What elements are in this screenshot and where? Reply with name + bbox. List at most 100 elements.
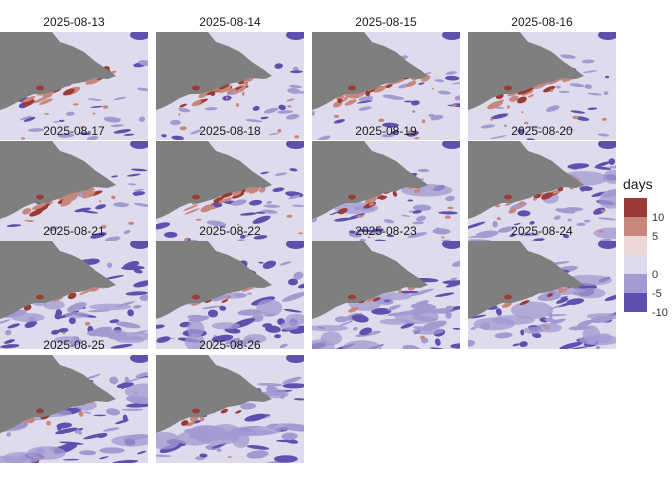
cold-anomaly-patch <box>587 92 602 96</box>
warm-anomaly-patch <box>344 99 357 106</box>
land-mass <box>0 141 116 219</box>
cold-anomaly-patch <box>87 98 102 101</box>
cold-anomaly-patch <box>244 233 252 237</box>
cold-anomaly-patch <box>560 296 568 299</box>
panel-date-label: 2025-08-20 <box>511 124 573 138</box>
cold-anomaly-patch <box>125 402 148 408</box>
cold-anomaly-patch <box>386 234 395 238</box>
warm-anomaly-speck <box>367 236 371 239</box>
warm-anomaly-patch <box>372 297 381 302</box>
cold-anomaly-patch <box>290 70 303 74</box>
cold-anomaly-patch <box>517 232 540 237</box>
warm-anomaly-patch <box>195 100 202 105</box>
cold-anomaly-area <box>412 327 444 335</box>
cold-anomaly-patch <box>245 119 263 123</box>
cold-anomaly-patch <box>199 453 208 458</box>
cold-anomaly-patch <box>546 314 567 317</box>
warm-anomaly-speck <box>294 135 300 139</box>
cold-anomaly-patch <box>123 133 135 136</box>
coastal-warm-spot <box>192 408 200 414</box>
cold-anomaly-patch <box>131 168 148 172</box>
cold-anomaly-patch <box>593 207 606 215</box>
warm-anomaly-patch <box>85 80 93 85</box>
legend-label: 10 <box>652 212 665 224</box>
warm-anomaly-patch <box>527 94 535 98</box>
cold-anomaly-patch <box>110 124 124 128</box>
warm-anomaly-patch <box>414 188 421 194</box>
cold-anomaly-patch <box>120 383 125 390</box>
cold-anomaly-patch <box>211 334 234 343</box>
cold-anomaly-patch <box>171 135 184 140</box>
coastal-warm-spot <box>504 85 512 91</box>
cold-anomaly-area <box>211 322 240 330</box>
warm-anomaly-patch <box>398 289 403 294</box>
cold-anomaly-patch <box>246 445 270 450</box>
cold-anomaly-area <box>111 435 148 447</box>
cold-anomaly-patch <box>312 110 316 116</box>
warm-anomaly-speck <box>333 114 340 118</box>
cold-anomaly-patch <box>603 91 609 95</box>
cold-anomaly-patch <box>110 344 133 349</box>
cold-anomaly-patch <box>47 226 59 232</box>
cold-anomaly-patch <box>260 116 269 120</box>
cold-anomaly-patch <box>258 261 264 264</box>
cold-anomaly-patch <box>125 291 148 296</box>
warm-anomaly-patch <box>218 198 228 204</box>
land-mass <box>312 141 428 219</box>
cold-anomaly-patch <box>3 339 15 344</box>
anomaly-map <box>312 141 460 249</box>
cold-anomaly-patch <box>606 165 616 169</box>
cold-anomaly-patch <box>133 189 145 192</box>
warm-anomaly-patch <box>218 84 230 90</box>
warm-anomaly-patch <box>46 420 51 426</box>
cold-anomaly-patch <box>240 212 257 216</box>
cold-anomaly-patch <box>240 234 246 239</box>
land-mass <box>312 241 428 319</box>
warm-anomaly-speck <box>128 221 135 225</box>
anomaly-map <box>0 241 148 349</box>
cold-anomaly-patch <box>358 106 372 111</box>
cold-anomaly-patch <box>86 136 98 140</box>
cold-anomaly-patch <box>121 265 145 271</box>
cold-anomaly-patch <box>0 319 11 326</box>
cold-anomaly-area <box>312 325 349 332</box>
cold-anomaly-area <box>156 432 181 450</box>
cold-anomaly-patch <box>133 269 143 274</box>
cold-anomaly-patch <box>195 316 209 321</box>
cold-anomaly-patch <box>136 450 147 455</box>
cold-anomaly-patch <box>81 210 98 214</box>
cold-anomaly-patch <box>383 219 395 224</box>
cold-anomaly-patch <box>468 221 486 230</box>
warm-anomaly-speck <box>242 91 245 96</box>
cold-anomaly-patch <box>470 314 487 319</box>
cold-anomaly-patch <box>282 376 302 385</box>
cold-anomaly-patch <box>412 204 432 212</box>
cold-anomaly-area <box>265 423 304 431</box>
warm-anomaly-patch <box>225 295 232 300</box>
cold-anomaly-patch <box>261 209 278 214</box>
cold-anomaly-patch <box>62 458 80 461</box>
cold-anomaly-patch <box>265 325 281 333</box>
cold-anomaly-patch <box>201 305 222 310</box>
cold-anomaly-patch <box>454 95 460 101</box>
anomaly-map <box>468 32 616 140</box>
cold-anomaly-patch <box>138 60 148 66</box>
legend-swatch <box>624 198 647 217</box>
cold-anomaly-patch <box>133 202 148 207</box>
cold-anomaly-patch <box>28 128 44 132</box>
warm-anomaly-patch <box>373 85 387 93</box>
cold-anomaly-patch <box>190 129 202 135</box>
cold-anomaly-area <box>187 320 205 338</box>
warm-anomaly-patch <box>23 417 34 423</box>
cold-anomaly-patch <box>451 260 460 267</box>
cold-anomaly-patch <box>509 233 516 238</box>
cold-anomaly-patch <box>105 236 121 242</box>
cold-anomaly-patch <box>532 238 545 242</box>
cold-anomaly-patch <box>438 211 458 215</box>
warm-anomaly-speck <box>414 137 420 140</box>
cold-anomaly-patch <box>113 129 131 134</box>
cold-anomaly-patch <box>404 100 414 103</box>
cold-anomaly-patch <box>137 87 148 92</box>
land-mass <box>312 32 428 110</box>
warm-anomaly-patch <box>380 195 387 200</box>
